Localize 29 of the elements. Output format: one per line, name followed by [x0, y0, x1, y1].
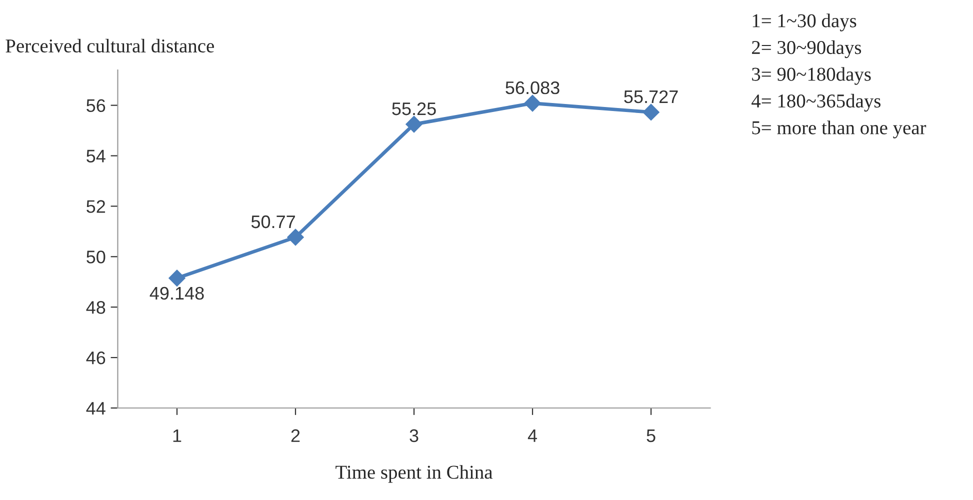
point: [287, 228, 304, 246]
x-tick-label: 1: [173, 429, 182, 442]
point: [524, 94, 541, 112]
data-label: 55.25: [392, 102, 436, 116]
y-tick-label: 56: [86, 99, 106, 112]
y-tick-label: 46: [86, 351, 106, 364]
y-tick-label: 54: [86, 150, 106, 162]
x-tick-label: 5: [646, 429, 656, 442]
point: [642, 104, 660, 121]
text: 2= 30~90days: [752, 40, 862, 58]
y-tick-label: 50: [86, 250, 106, 264]
data-label: 50.77: [251, 215, 295, 228]
data-label: 49.148: [150, 286, 204, 300]
y-tick-label: 52: [86, 200, 106, 213]
x-tick-label: 4: [528, 429, 538, 442]
x-tick-label: 3: [410, 429, 418, 442]
text: 5= more than one year: [752, 120, 926, 138]
x-axis-title: Time spent in China: [336, 465, 493, 483]
point: [168, 270, 186, 287]
data-label: 55.727: [624, 90, 678, 104]
text: 3= 90~180days: [752, 67, 871, 85]
y-tick-label: 48: [86, 301, 106, 314]
y-axis-title: Perceived cultural distance: [6, 38, 214, 53]
point: [406, 116, 422, 133]
x-tick-label: 2: [291, 429, 300, 442]
data-label: 56.083: [506, 81, 560, 94]
y-tick-label: 44: [86, 402, 106, 415]
text: 1= 1~30 days: [752, 14, 856, 32]
text: 4= 180~365days: [752, 94, 880, 112]
